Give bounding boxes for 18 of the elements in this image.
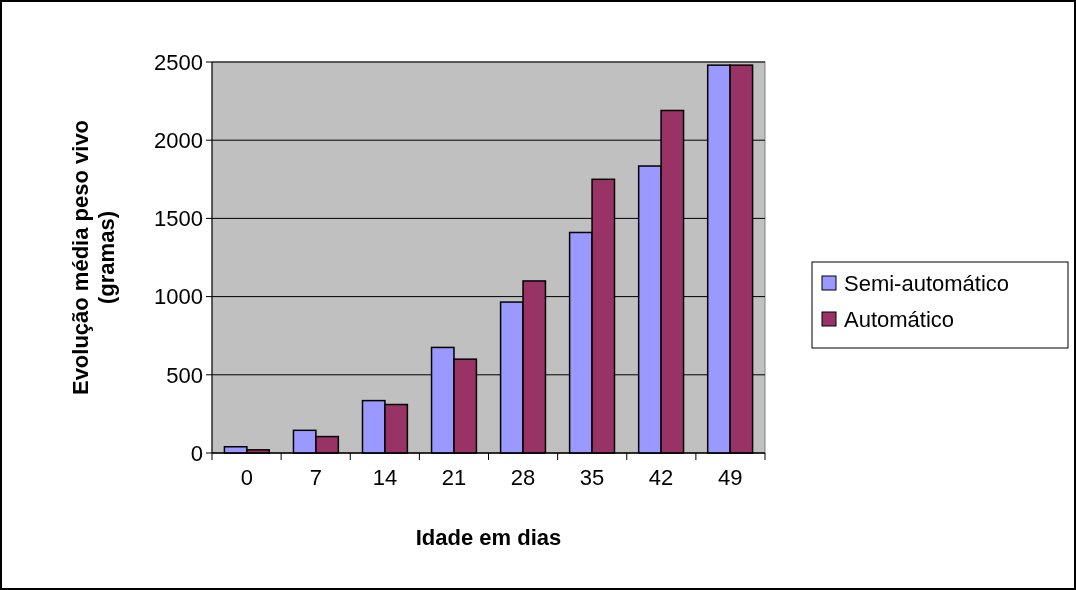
x-tick-label: 28: [510, 465, 536, 490]
legend-label: Semi-automático: [844, 270, 1010, 296]
x-tick-label: 21: [441, 465, 467, 490]
x-tick-label: 42: [648, 465, 674, 490]
x-tick-label: 0: [240, 465, 253, 490]
x-axis-title: Idade em dias: [415, 525, 562, 550]
y-tick-label: 500: [166, 362, 203, 388]
y-tick-label: 0: [190, 440, 203, 466]
x-tick-label: 49: [717, 465, 743, 490]
legend-label: Automático: [844, 306, 955, 332]
y-tick-label: 1500: [154, 206, 203, 232]
y-axis-title: Evolução média peso vivo (gramas): [67, 119, 120, 396]
y-tick-label: 2000: [154, 127, 203, 153]
x-tick-label: 14: [372, 465, 398, 490]
y-tick-label: 1000: [154, 284, 203, 310]
x-tick-label: 35: [579, 465, 605, 490]
y-tick-label: 2500: [154, 49, 203, 75]
x-tick-label: 7: [309, 465, 323, 490]
